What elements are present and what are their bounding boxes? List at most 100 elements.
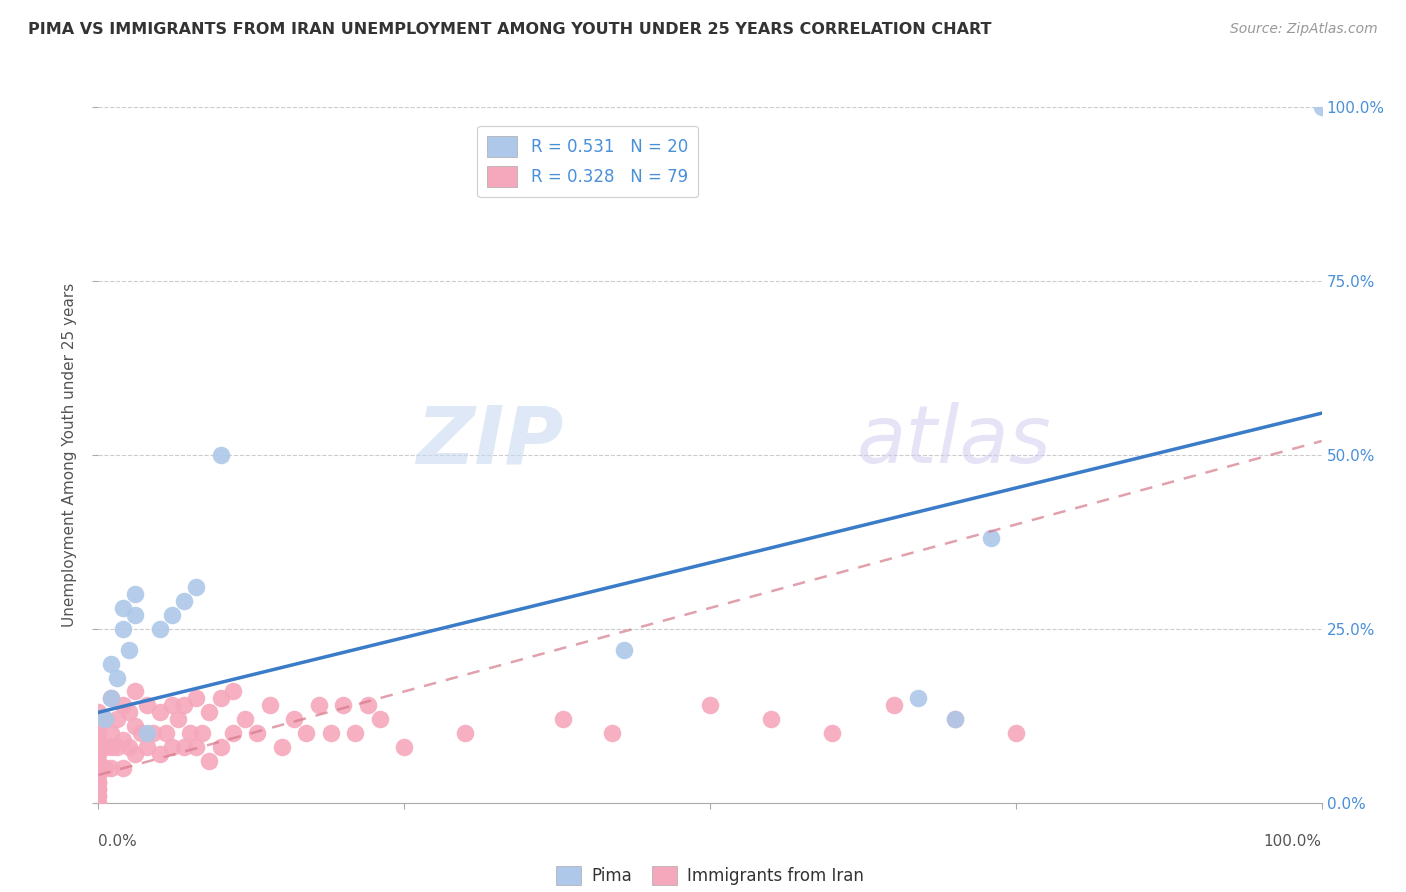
Point: [87, 768, 110, 782]
Point: [111, 601, 134, 615]
Point: [124, 684, 146, 698]
Point: [136, 726, 159, 740]
Point: [118, 740, 141, 755]
Point: [87, 775, 110, 789]
Point: [87, 719, 110, 733]
Point: [93, 761, 115, 775]
Point: [105, 671, 128, 685]
Point: [600, 726, 623, 740]
Point: [222, 726, 245, 740]
Point: [155, 726, 177, 740]
Point: [943, 712, 966, 726]
Point: [93, 712, 115, 726]
Point: [761, 712, 783, 726]
Point: [179, 726, 201, 740]
Text: atlas: atlas: [856, 402, 1052, 480]
Point: [167, 712, 190, 726]
Point: [197, 754, 219, 768]
Point: [118, 642, 141, 657]
Point: [87, 789, 110, 803]
Point: [100, 691, 122, 706]
Point: [87, 796, 110, 810]
Point: [100, 691, 122, 706]
Point: [233, 712, 256, 726]
Point: [283, 712, 305, 726]
Point: [883, 698, 905, 713]
Point: [87, 712, 110, 726]
Point: [191, 726, 214, 740]
Point: [356, 698, 378, 713]
Point: [87, 775, 110, 789]
Text: 0.0%: 0.0%: [98, 834, 138, 849]
Text: Source: ZipAtlas.com: Source: ZipAtlas.com: [1230, 22, 1378, 37]
Point: [319, 726, 342, 740]
Point: [111, 761, 134, 775]
Point: [246, 726, 269, 740]
Point: [136, 740, 159, 755]
Point: [209, 740, 232, 755]
Point: [87, 726, 110, 740]
Point: [197, 706, 219, 720]
Point: [209, 691, 232, 706]
Point: [87, 733, 110, 747]
Point: [259, 698, 281, 713]
Point: [129, 726, 152, 740]
Point: [87, 761, 110, 775]
Text: ZIP: ZIP: [416, 402, 564, 480]
Point: [124, 587, 146, 601]
Point: [87, 796, 110, 810]
Point: [87, 754, 110, 768]
Point: [186, 691, 208, 706]
Point: [111, 622, 134, 636]
Text: 100.0%: 100.0%: [1264, 834, 1322, 849]
Point: [907, 691, 929, 706]
Point: [149, 622, 172, 636]
Point: [699, 698, 721, 713]
Point: [980, 532, 1002, 546]
Point: [209, 448, 232, 462]
Point: [136, 698, 159, 713]
Point: [821, 726, 844, 740]
Point: [344, 726, 367, 740]
Point: [105, 740, 128, 755]
Point: [100, 761, 122, 775]
Point: [111, 733, 134, 747]
Point: [87, 740, 110, 755]
Point: [173, 698, 195, 713]
Point: [100, 740, 122, 755]
Point: [87, 781, 110, 796]
Point: [943, 712, 966, 726]
Point: [87, 781, 110, 796]
Legend: Pima, Immigrants from Iran: Pima, Immigrants from Iran: [550, 859, 870, 892]
Point: [149, 747, 172, 761]
Point: [93, 712, 115, 726]
Point: [142, 726, 165, 740]
Point: [124, 747, 146, 761]
Point: [105, 712, 128, 726]
Point: [186, 580, 208, 594]
Point: [87, 789, 110, 803]
Point: [308, 698, 330, 713]
Point: [222, 684, 245, 698]
Point: [1310, 100, 1333, 114]
Point: [613, 642, 636, 657]
Point: [100, 726, 122, 740]
Point: [93, 740, 115, 755]
Point: [87, 706, 110, 720]
Point: [160, 698, 183, 713]
Point: [173, 594, 195, 608]
Point: [160, 740, 183, 755]
Point: [111, 698, 134, 713]
Text: PIMA VS IMMIGRANTS FROM IRAN UNEMPLOYMENT AMONG YOUTH UNDER 25 YEARS CORRELATION: PIMA VS IMMIGRANTS FROM IRAN UNEMPLOYMEN…: [28, 22, 991, 37]
Point: [124, 607, 146, 622]
Point: [160, 607, 183, 622]
Point: [368, 712, 391, 726]
Point: [124, 719, 146, 733]
Point: [1004, 726, 1026, 740]
Point: [186, 740, 208, 755]
Point: [392, 740, 416, 755]
Point: [173, 740, 195, 755]
Point: [87, 747, 110, 761]
Point: [270, 740, 294, 755]
Point: [553, 712, 575, 726]
